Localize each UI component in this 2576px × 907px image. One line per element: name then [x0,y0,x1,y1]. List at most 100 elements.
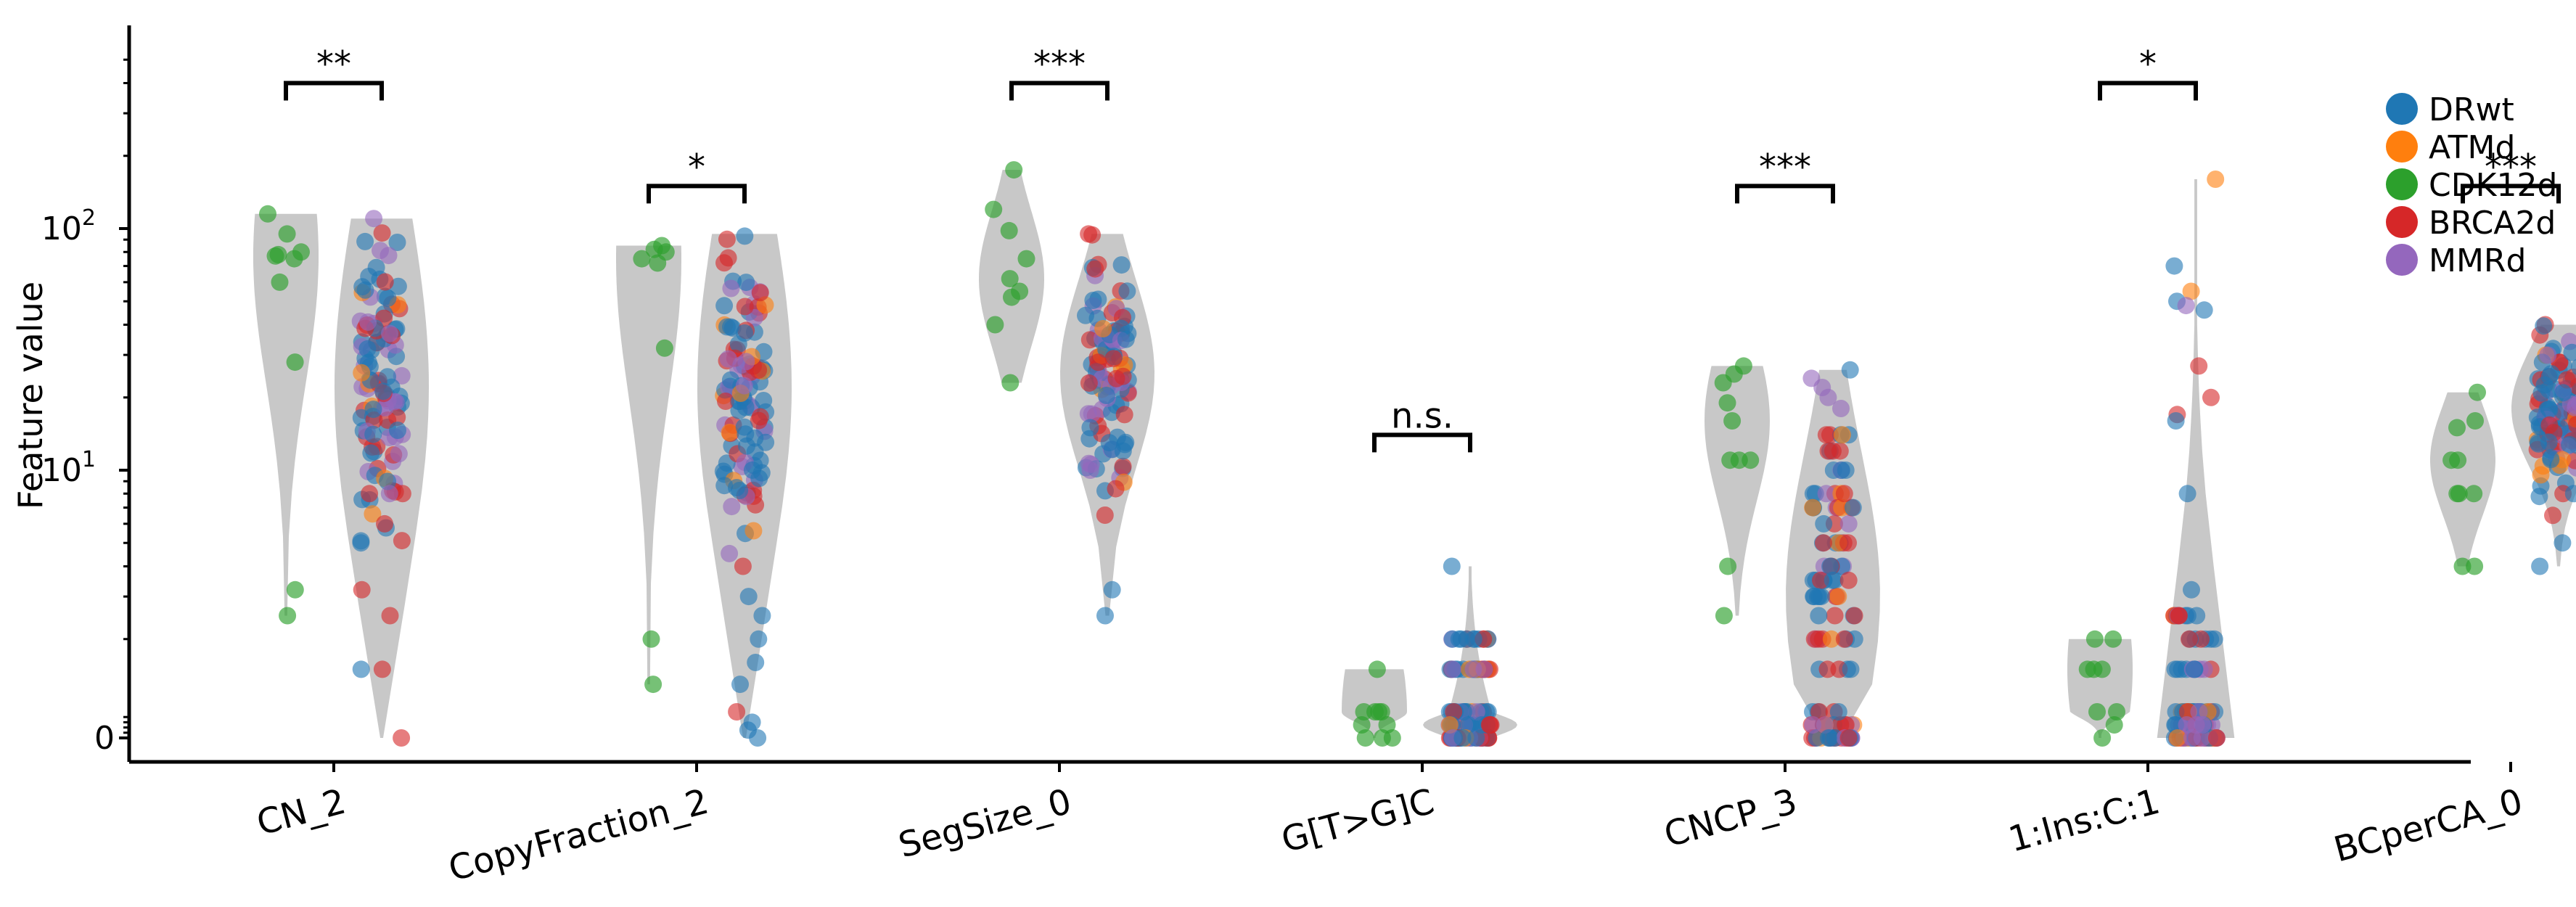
point-mmrd [1839,514,1858,533]
y-tick-label: 0 [94,720,115,757]
point-brca2d [1831,716,1850,734]
point-atmd [364,505,382,523]
point-cdk12d [2466,412,2484,430]
point-drwt [2166,660,2184,678]
point-cdk12d [655,339,673,357]
point-cdk12d [2078,660,2096,678]
x-tick-label: CN_2 [253,781,350,844]
point-brca2d [717,393,734,410]
point-drwt [1841,361,1859,379]
significance-bracket: * [647,147,747,204]
point-drwt [2535,317,2553,335]
significance-label: * [688,147,705,187]
point-mmrd [1819,388,1837,406]
bracket-line [647,184,747,204]
legend-entry: CDK12d [2386,167,2557,204]
point-mmrd [2183,729,2201,747]
point-mmrd [2177,297,2195,315]
significance-bracket: n.s. [1372,395,1472,453]
significance-label: * [2139,44,2157,85]
point-drwt [1829,703,1847,721]
point-mmrd [359,313,377,331]
point-mmrd [721,544,739,562]
point-brca2d [1839,571,1858,589]
point-brca2d [1810,630,1828,648]
significance-label: *** [1759,147,1811,187]
point-drwt [1842,660,1860,678]
point-brca2d [2567,416,2576,434]
point-brca2d [1080,225,1098,243]
point-drwt [1443,557,1461,575]
point-drwt [1819,729,1837,747]
point-drwt [2185,660,2203,678]
bracket-line [2098,81,2198,101]
point-drwt [1459,716,1477,734]
point-drwt [2540,381,2558,398]
y-tick-exponent: 1 [82,447,96,472]
point-cdk12d [2108,703,2125,721]
x-tick-label: CNCP_3 [1660,781,1802,855]
bracket-line [2461,184,2561,204]
point-brca2d [1810,703,1828,721]
points-layer [259,161,2576,747]
point-mmrd [390,445,408,463]
point-cdk12d [2448,419,2466,437]
point-drwt [1844,498,1862,517]
point-brca2d [2207,729,2226,747]
violin-other [1423,566,1517,738]
significance-bracket: *** [1735,147,1835,204]
point-drwt [2554,384,2572,402]
significance-label: ** [316,44,351,85]
point-drwt [1464,630,1482,648]
point-brca2d [1835,485,1853,503]
point-cdk12d [1723,412,1742,430]
legend-label: ATMd [2429,129,2515,166]
point-drwt [1114,442,1132,460]
legend-marker [2386,93,2418,125]
point-drwt [356,232,374,250]
point-brca2d [1839,729,1858,747]
point-mmrd [380,485,398,503]
point-brca2d [1826,607,1844,625]
point-atmd [353,364,371,382]
point-cdk12d [286,353,304,372]
point-drwt [364,401,382,419]
legend-label: CDK12d [2429,167,2557,204]
point-drwt [2165,257,2183,275]
significance-label: n.s. [1391,395,1453,436]
point-atmd [2168,729,2186,747]
point-drwt [1815,514,1833,533]
point-mmrd [1467,703,1485,721]
x-ticks: CN_2 CopyFraction_2 SegSize_0 G[T>G]C CNCP_3… [253,762,2527,890]
point-drwt [735,418,753,436]
legend-entry: BRCA2d [2386,205,2556,242]
bracket-line [1735,184,1835,204]
point-drwt [1100,434,1118,452]
point-drwt [731,676,749,694]
significance-bracket: *** [1009,44,1109,101]
point-brca2d [734,557,752,575]
point-cdk12d [1742,451,1760,469]
point-drwt [352,534,370,552]
point-mmrd [722,279,740,297]
point-cdk12d [985,200,1003,218]
violin-cdk12d [1705,366,1770,616]
point-drwt [362,444,380,462]
significance-label: *** [1033,44,1086,85]
bracket-line [1009,81,1109,101]
bracket-line [1372,432,1472,453]
point-brca2d [2540,416,2559,434]
point-brca2d [376,514,393,533]
point-cdk12d [1368,660,1386,678]
point-atmd [1804,498,1822,517]
point-cdk12d [1378,716,1396,734]
point-atmd [2182,282,2200,300]
point-drwt [1450,630,1468,648]
point-cdk12d [2449,451,2467,469]
point-brca2d [393,729,411,747]
point-cdk12d [2466,557,2484,575]
point-atmd [2532,466,2550,484]
x-tick-label: CopyFraction_2 [444,781,713,890]
point-mmrd [393,366,411,385]
